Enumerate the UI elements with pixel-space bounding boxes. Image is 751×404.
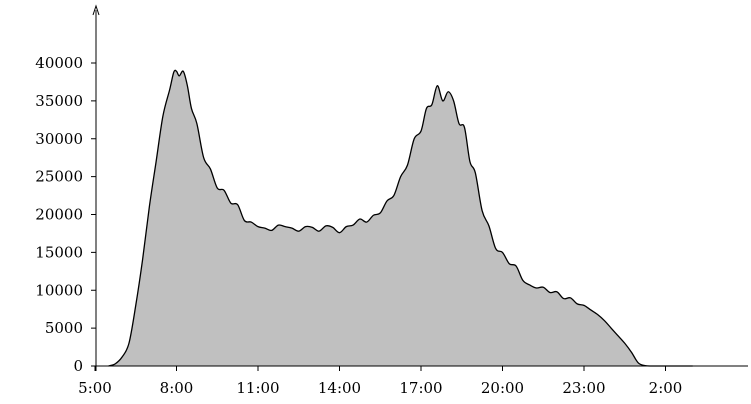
y-axis: 0 5000 10000 15000 20000 25000 30000 35000 40000 xyxy=(35,4,100,375)
y-tick-label: 40000 xyxy=(35,54,83,72)
x-tick-label: 20:00 xyxy=(481,379,524,397)
x-tick-label: 14:00 xyxy=(318,379,361,397)
y-tick-label: 30000 xyxy=(35,130,83,148)
series-line xyxy=(108,69,693,367)
x-tick-label: 11:00 xyxy=(236,379,279,397)
y-tick-label: 35000 xyxy=(35,92,83,110)
x-tick-label: 17:00 xyxy=(399,379,442,397)
y-tick-label: 15000 xyxy=(35,243,83,261)
y-tick-label: 10000 xyxy=(35,281,83,299)
y-axis-arrow-icon xyxy=(92,4,100,16)
x-axis: 5:00 8:00 11:00 14:00 17:00 20:00 23:00 2:00 xyxy=(78,365,748,397)
y-tick-label: 5000 xyxy=(45,319,83,337)
y-tick-label: 20000 xyxy=(35,206,83,224)
area-fill xyxy=(108,70,693,367)
x-tick-label: 2:00 xyxy=(649,379,683,397)
x-tick-label: 8:00 xyxy=(160,379,194,397)
y-tick-label: 0 xyxy=(73,357,83,375)
y-tick-label: 25000 xyxy=(35,168,83,186)
x-tick-label: 23:00 xyxy=(562,379,605,397)
x-tick-label: 5:00 xyxy=(78,379,112,397)
plot-area xyxy=(108,69,693,367)
